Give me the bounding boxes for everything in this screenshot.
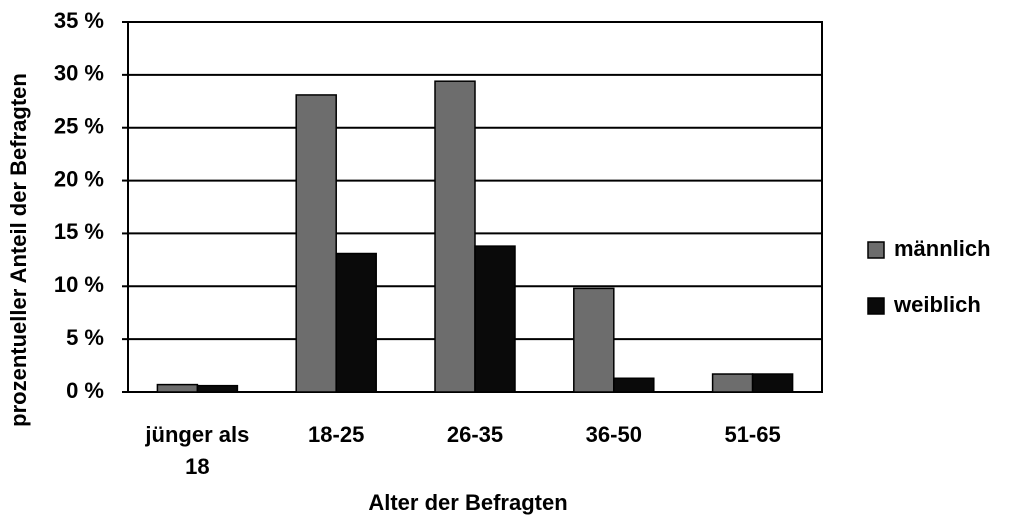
y-tick-label: 35 %	[54, 8, 104, 33]
legend-swatch	[867, 297, 885, 315]
x-tick-label: 26-35	[446, 422, 504, 447]
bar	[573, 287, 615, 393]
x-tick-label: jünger als 18	[145, 422, 250, 479]
bar	[474, 245, 516, 393]
bar	[613, 377, 655, 393]
y-axis-title: prozentueller Anteil der Befragten	[6, 73, 31, 427]
y-tick-label: 0 %	[66, 378, 104, 403]
bar	[711, 373, 754, 393]
bar	[335, 252, 377, 393]
y-tick-label: 30 %	[54, 61, 104, 86]
x-axis-title: Alter der Befragten	[368, 490, 567, 515]
y-tick-label: 20 %	[54, 166, 104, 191]
bar	[295, 94, 337, 393]
bar	[751, 373, 794, 393]
legend-label: männlich	[894, 236, 991, 261]
y-tick-label: 10 %	[54, 272, 104, 297]
legend-label: weiblich	[893, 292, 981, 317]
x-tick-label: 36-50	[585, 422, 642, 447]
y-tick-label: 25 %	[54, 114, 104, 139]
y-tick-label: 15 %	[54, 219, 104, 244]
y-tick-label: 5 %	[66, 325, 104, 350]
legend-swatch	[867, 241, 885, 259]
bar	[434, 80, 476, 393]
x-tick-label: 18-25	[308, 422, 365, 447]
bar	[156, 383, 199, 393]
bar	[196, 384, 239, 393]
x-tick-label: 51-65	[724, 422, 781, 447]
